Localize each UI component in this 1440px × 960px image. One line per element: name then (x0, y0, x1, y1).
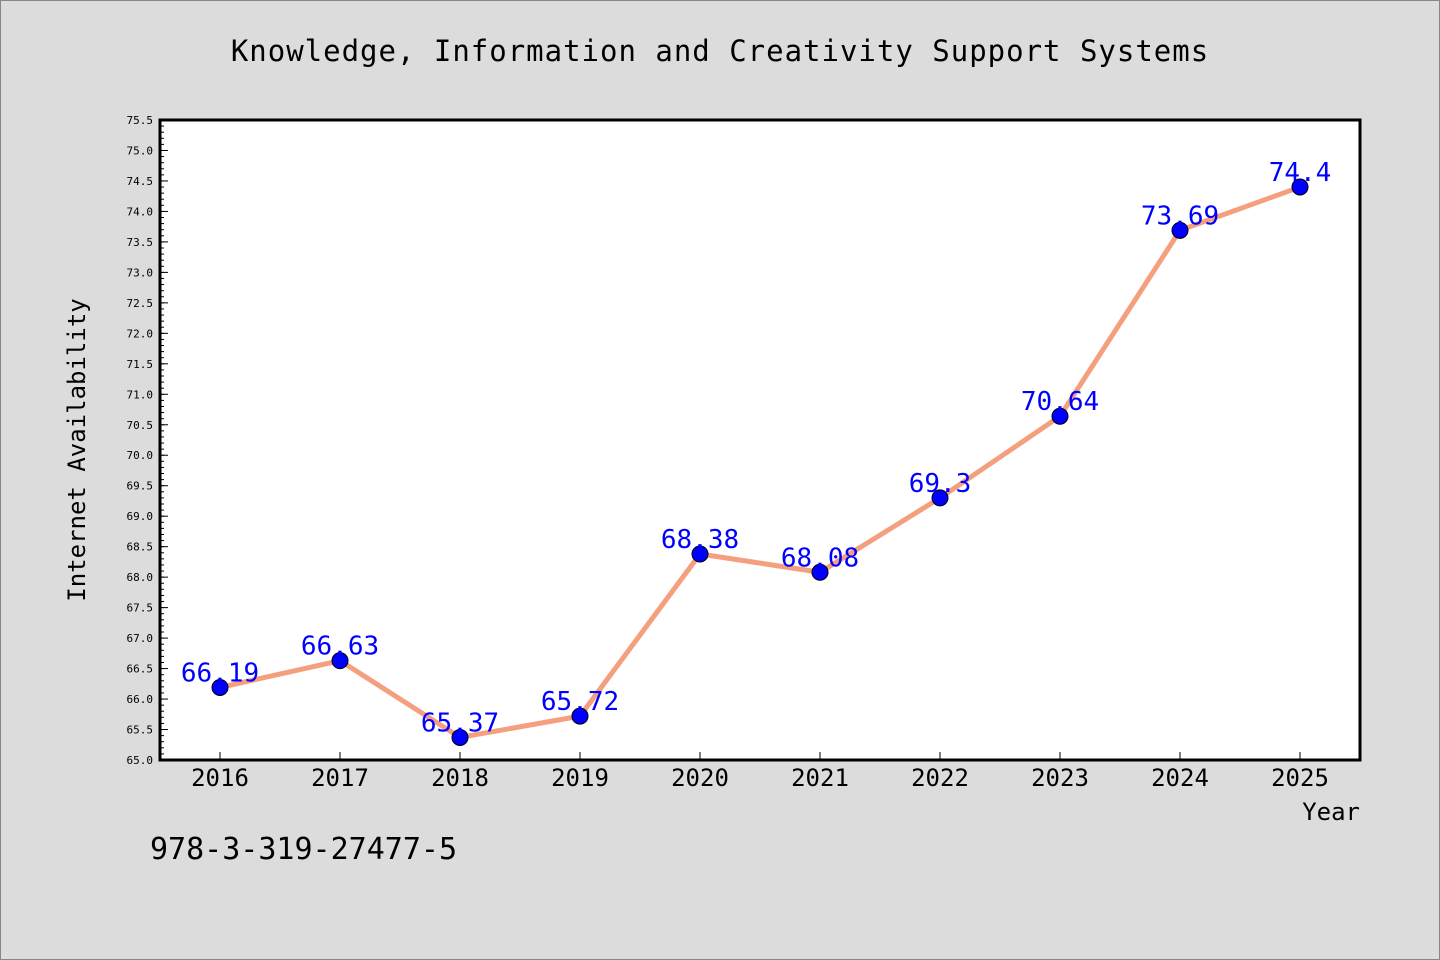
data-label: 74.4 (1269, 158, 1332, 188)
plot-border (158, 118, 1362, 762)
y-tick-label: 72.0 (127, 327, 154, 340)
y-tick-label: 71.0 (127, 388, 154, 401)
data-point (1171, 221, 1189, 239)
y-tick-label: 72.5 (127, 297, 154, 310)
y-tick-label: 66.5 (127, 663, 154, 676)
data-label: 66.63 (301, 632, 379, 662)
data-label: 70.64 (1021, 387, 1099, 417)
y-tick-label: 68.0 (127, 571, 154, 584)
x-tick-label: 2018 (431, 764, 489, 792)
y-tick-label: 65.0 (127, 754, 154, 767)
y-axis-label: Internet Availability (63, 298, 91, 601)
y-tick-label: 66.0 (127, 693, 154, 706)
y-tick-label: 74.5 (127, 175, 154, 188)
y-tick-label: 73.0 (127, 266, 154, 279)
x-tick-label: 2020 (671, 764, 729, 792)
y-tick-label: 67.0 (127, 632, 154, 645)
y-tick-label: 75.0 (127, 144, 154, 157)
data-label: 68.08 (781, 543, 859, 573)
y-tick-label: 74.0 (127, 205, 154, 218)
data-label: 73.69 (1141, 201, 1219, 231)
data-point (571, 707, 589, 725)
x-tick-label: 2022 (911, 764, 969, 792)
data-point (211, 678, 229, 696)
data-label: 68.38 (661, 525, 739, 555)
x-tick-label: 2021 (791, 764, 849, 792)
x-tick-label: 2016 (191, 764, 249, 792)
data-point (931, 489, 949, 507)
x-tick-label: 2023 (1031, 764, 1089, 792)
data-label: 69.3 (909, 469, 972, 499)
plot-area (160, 120, 1360, 760)
data-point (1051, 407, 1069, 425)
y-tick-label: 65.5 (127, 724, 154, 737)
y-tick-label: 68.5 (127, 541, 154, 554)
y-tick-label: 71.5 (127, 358, 154, 371)
y-tick-label: 70.0 (127, 449, 154, 462)
data-point (331, 652, 349, 670)
data-point (811, 563, 829, 581)
x-axis-label: Year (1302, 798, 1360, 826)
data-point (691, 545, 709, 563)
isbn-text: 978-3-319-27477-5 (150, 832, 458, 867)
data-point (1291, 178, 1309, 196)
y-tick-label: 67.5 (127, 602, 154, 615)
y-tick-label: 70.5 (127, 419, 154, 432)
series-line (217, 184, 1303, 740)
x-tick-label: 2025 (1271, 764, 1329, 792)
data-label: 66.19 (181, 658, 259, 688)
y-tick-label: 75.5 (127, 114, 154, 127)
data-label: 65.37 (421, 708, 499, 738)
chart-title: Knowledge, Information and Creativity Su… (230, 34, 1210, 68)
data-label: 65.72 (541, 687, 619, 717)
data-point (451, 728, 469, 746)
y-tick-label: 73.5 (127, 236, 154, 249)
y-tick-label: 69.0 (127, 510, 154, 523)
x-tick-label: 2017 (311, 764, 369, 792)
x-tick-label: 2024 (1151, 764, 1209, 792)
y-tick-label: 69.5 (127, 480, 154, 493)
x-tick-label: 2019 (551, 764, 609, 792)
